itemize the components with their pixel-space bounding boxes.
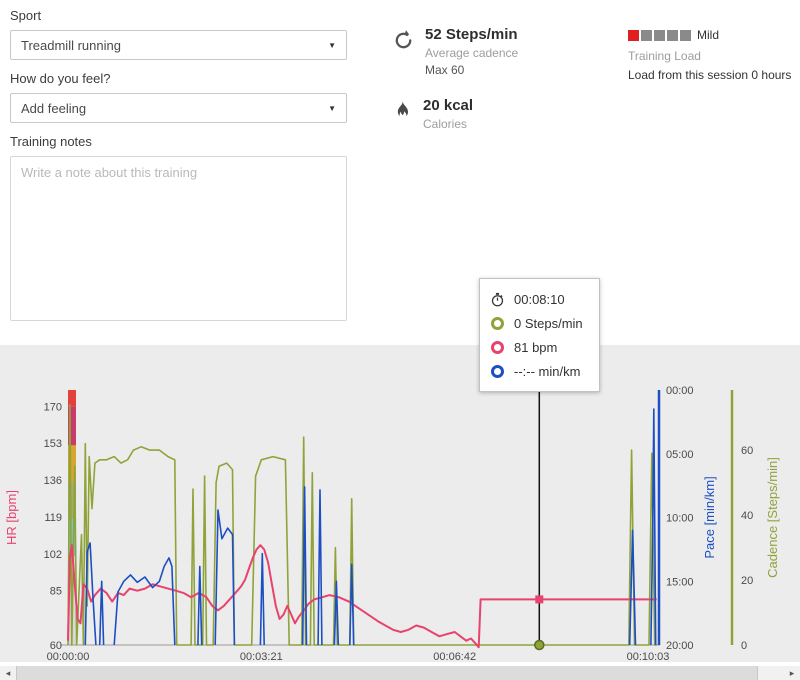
load-segment — [680, 29, 691, 41]
tooltip-hr-row: 81 bpm — [490, 335, 583, 359]
time-tick-label: 00:03:21 — [240, 651, 283, 662]
calories-caption: Calories — [423, 117, 468, 131]
hr-axis-title: HR [bpm] — [4, 490, 19, 545]
pace-tick-label: 10:00 — [666, 513, 694, 525]
session-form: Sport Treadmill running ▼ How do you fee… — [10, 4, 347, 326]
hr-tick-label: 119 — [44, 512, 62, 524]
tooltip-cadence: 0 Steps/min — [514, 315, 583, 331]
load-segment — [667, 29, 678, 41]
training-chart[interactable]: 170 153 136 119 102 85 60 00:00 05:00 10:00 15:00 2… — [0, 345, 800, 663]
training-load-widget: Mild Training Load Load from this sessio… — [628, 28, 791, 82]
cadence-tick-label: 40 — [741, 510, 753, 522]
hr-tick-label: 136 — [44, 475, 62, 487]
cadence-tick-label: 60 — [741, 445, 753, 457]
training-notes-input[interactable] — [10, 156, 347, 321]
hr-zone-strip-segment — [68, 406, 76, 446]
scroll-right-button[interactable]: ▸ — [789, 668, 795, 678]
chevron-down-icon: ▼ — [328, 40, 336, 50]
heart-rate-marker-icon — [491, 340, 504, 354]
feeling-select[interactable]: Add feeling ▼ — [10, 93, 347, 123]
session-details-panel: Sport Treadmill running ▼ How do you fee… — [10, 4, 792, 326]
training-load-caption: Training Load — [628, 49, 701, 63]
time-tick-label: 00:06:42 — [433, 651, 476, 662]
feeling-select-value: Add feeling — [21, 100, 87, 116]
cadence-tick-label: 20 — [741, 575, 753, 587]
pace-tick-label: 00:00 — [666, 385, 694, 397]
hr-zone-strip-segment — [68, 445, 76, 483]
tooltip-pace-row: --:-- min/km — [490, 359, 583, 383]
pace-series-line — [84, 408, 657, 646]
pace-marker-icon — [491, 364, 504, 378]
sport-select[interactable]: Treadmill running ▼ — [10, 30, 347, 60]
scroll-left-button[interactable]: ◂ — [5, 668, 11, 678]
hr-tick-label: 60 — [50, 640, 62, 652]
cadence-stat: 52 Steps/min Average cadence Max 60 — [392, 26, 518, 77]
tooltip-cadence-row: 0 Steps/min — [490, 311, 583, 335]
chevron-down-icon: ▼ — [328, 103, 336, 113]
cursor-cadence-marker — [534, 639, 545, 651]
hr-zone-strip-segment — [68, 519, 76, 556]
training-load-detail: Load from this session 0 hours — [628, 68, 792, 82]
hr-zone-strip-segment — [68, 482, 76, 520]
tooltip-time-row: 00:08:10 — [490, 287, 583, 311]
cadence-value: 52 Steps/min — [425, 26, 518, 43]
hr-series-line — [67, 544, 657, 649]
time-tick-label: 00:00:00 — [47, 651, 90, 662]
training-graph-panel: 170 153 136 119 102 85 60 00:00 05:00 10:00 15:00 2… — [0, 345, 800, 663]
load-segment — [628, 29, 639, 41]
training-notes-label: Training notes — [10, 134, 92, 149]
tooltip-hr: 81 bpm — [514, 339, 558, 355]
cadence-marker-icon — [491, 316, 504, 330]
hr-tick-label: 170 — [44, 401, 62, 413]
pace-tick-label: 05:00 — [666, 449, 694, 461]
flame-icon — [392, 99, 413, 131]
cadence-series-line — [67, 403, 657, 646]
training-load-level: Mild — [697, 28, 720, 42]
load-segment — [654, 29, 665, 41]
calories-stat: 20 kcal Calories — [392, 97, 518, 131]
feeling-label: How do you feel? — [10, 71, 111, 86]
cadence-axis-title: Cadence [Steps/min] — [765, 457, 780, 578]
hr-tick-label: 102 — [44, 549, 62, 561]
hr-zone-strip-segment — [68, 390, 76, 407]
tooltip-time: 00:08:10 — [514, 291, 565, 307]
load-segment — [641, 29, 652, 41]
training-load-meter — [628, 29, 691, 41]
sport-label: Sport — [10, 8, 42, 23]
pace-tick-label: 15:00 — [666, 576, 694, 588]
scrollbar-thumb[interactable] — [16, 666, 758, 680]
tooltip-pace: --:-- min/km — [514, 363, 581, 379]
cadence-tick-label: 0 — [741, 640, 747, 652]
cadence-max: Max 60 — [425, 63, 465, 77]
horizontal-scrollbar[interactable]: ◂ ▸ — [0, 666, 800, 680]
cursor-hr-marker — [535, 595, 544, 604]
calories-value: 20 kcal — [423, 97, 474, 114]
hr-tick-label: 85 — [50, 586, 62, 598]
hr-tick-label: 153 — [44, 438, 62, 450]
session-stats: 52 Steps/min Average cadence Max 60 20 k… — [392, 26, 518, 151]
pace-tick-label: 20:00 — [666, 640, 694, 652]
pace-axis-title: Pace [min/km] — [702, 476, 717, 558]
stopwatch-icon — [490, 292, 505, 307]
cadence-caption: Average cadence — [425, 46, 519, 60]
time-tick-label: 00:10:03 — [627, 651, 670, 662]
cadence-icon — [392, 28, 415, 77]
sport-select-value: Treadmill running — [21, 37, 121, 53]
chart-tooltip: 00:08:10 0 Steps/min 81 bpm --:-- min/km — [479, 278, 600, 392]
